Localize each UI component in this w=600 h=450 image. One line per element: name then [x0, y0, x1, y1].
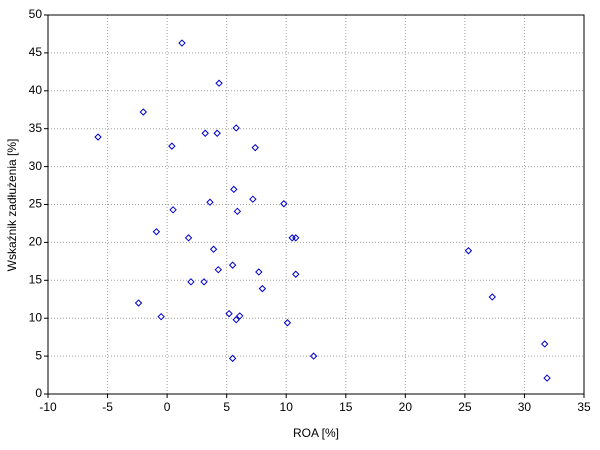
point	[309, 352, 318, 360]
x-tick-label: -5	[102, 400, 113, 414]
point	[230, 185, 238, 194]
point	[543, 374, 551, 382]
x-tick-label: 20	[399, 400, 413, 414]
point	[292, 270, 300, 278]
x-tick-label: 5	[223, 400, 230, 414]
y-tick-label: 50	[29, 7, 43, 21]
point	[232, 316, 240, 324]
x-tick-label: 0	[164, 400, 171, 414]
y-tick-label: 5	[35, 348, 42, 362]
point	[200, 278, 208, 286]
x-tick-label: 35	[577, 400, 591, 414]
point	[157, 312, 165, 321]
point	[94, 133, 102, 141]
x-axis-label: ROA [%]	[293, 426, 339, 440]
point	[134, 299, 143, 307]
point	[178, 39, 186, 47]
point	[213, 129, 221, 137]
plot-frame	[47, 14, 585, 395]
x-tick-label: 30	[518, 400, 532, 414]
point	[251, 143, 259, 152]
point	[258, 284, 267, 293]
y-tick-label: 35	[29, 121, 43, 135]
point	[292, 234, 300, 242]
point	[236, 312, 244, 320]
y-tick-label: 10	[29, 310, 43, 324]
point	[255, 268, 263, 276]
x-tick-label: -10	[39, 400, 57, 414]
point	[214, 265, 223, 274]
point	[228, 354, 237, 363]
point	[215, 79, 223, 87]
point	[201, 129, 209, 137]
point	[152, 228, 161, 236]
point	[228, 261, 237, 269]
point	[169, 206, 177, 214]
point	[232, 124, 240, 132]
y-tick-label: 25	[29, 197, 43, 211]
x-tick-label: 15	[339, 400, 353, 414]
point	[184, 234, 193, 242]
point	[249, 195, 257, 203]
point	[206, 198, 214, 206]
y-tick-label: 0	[35, 386, 42, 400]
x-tick-label: 10	[280, 400, 294, 414]
point	[280, 200, 288, 208]
point	[233, 207, 242, 216]
point	[139, 108, 147, 116]
y-tick-label: 40	[29, 83, 43, 97]
point	[540, 340, 549, 348]
y-axis-label: Wskaźnik zadłużenia [%]	[5, 139, 19, 272]
point	[168, 142, 176, 150]
point	[488, 293, 496, 301]
point	[225, 309, 233, 318]
point	[187, 278, 195, 286]
y-tick-label: 20	[29, 235, 43, 249]
y-tick-label: 30	[29, 159, 43, 173]
point	[209, 245, 218, 253]
x-tick-label: 25	[458, 400, 472, 414]
point	[283, 319, 292, 327]
y-tick-label: 45	[29, 45, 43, 59]
y-tick-label: 15	[29, 272, 43, 286]
point	[464, 247, 473, 255]
